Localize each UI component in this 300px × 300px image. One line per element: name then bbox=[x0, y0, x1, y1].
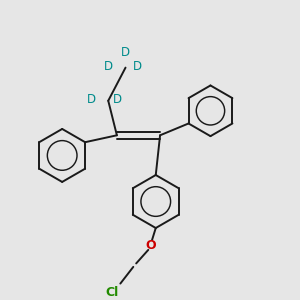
Text: D: D bbox=[113, 93, 122, 106]
Text: D: D bbox=[104, 60, 113, 73]
Text: D: D bbox=[87, 93, 96, 106]
Text: D: D bbox=[133, 60, 142, 73]
Text: D: D bbox=[121, 46, 130, 59]
Text: O: O bbox=[145, 239, 156, 252]
Text: Cl: Cl bbox=[106, 286, 119, 299]
